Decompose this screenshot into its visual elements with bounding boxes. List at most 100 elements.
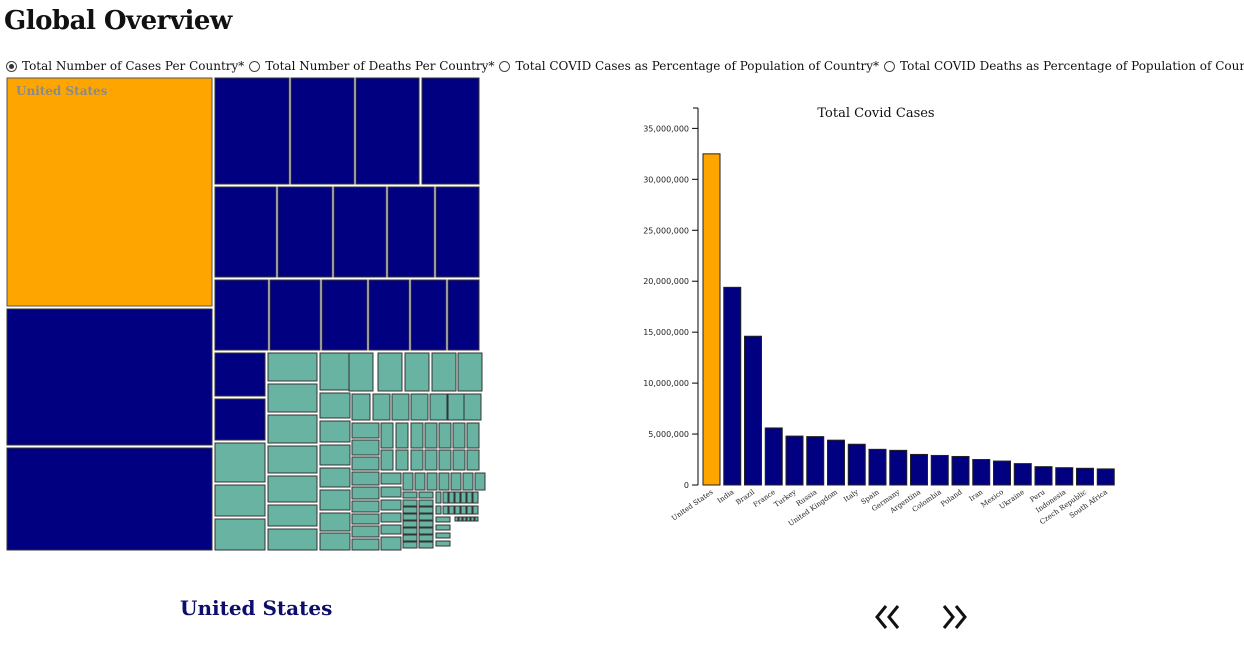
treemap-cell[interactable] bbox=[351, 456, 380, 471]
treemap-cell[interactable] bbox=[435, 186, 480, 278]
bar[interactable] bbox=[806, 436, 825, 486]
treemap-cell[interactable] bbox=[447, 279, 480, 351]
treemap-cell[interactable] bbox=[6, 308, 213, 446]
metric-option-1[interactable]: Total Number of Cases Per Country* bbox=[6, 59, 244, 73]
treemap-cell[interactable] bbox=[418, 527, 434, 535]
bar[interactable] bbox=[1076, 467, 1094, 486]
treemap-cell[interactable] bbox=[351, 439, 380, 456]
treemap-cell[interactable] bbox=[380, 499, 402, 511]
treemap-cell[interactable] bbox=[454, 516, 459, 522]
bar[interactable] bbox=[723, 286, 742, 486]
treemap-cell[interactable] bbox=[438, 449, 452, 471]
bar[interactable] bbox=[764, 427, 783, 486]
treemap-cell[interactable] bbox=[269, 279, 321, 351]
double-chevron-left-icon[interactable] bbox=[873, 600, 903, 634]
treemap-cell[interactable] bbox=[402, 534, 418, 542]
treemap-cell[interactable] bbox=[402, 527, 418, 535]
radio-button[interactable] bbox=[6, 60, 17, 72]
metric-option-2[interactable]: Total Number of Deaths Per Country* bbox=[249, 59, 494, 73]
treemap-cell[interactable] bbox=[460, 491, 467, 504]
double-chevron-right-icon[interactable] bbox=[939, 600, 969, 634]
treemap-cell[interactable] bbox=[435, 505, 442, 515]
metric-option-4[interactable]: Total COVID Deaths as Percentage of Popu… bbox=[884, 59, 1244, 73]
treemap-cell[interactable] bbox=[470, 516, 475, 522]
treemap-cell[interactable] bbox=[214, 518, 266, 551]
treemap-cell[interactable] bbox=[351, 513, 380, 525]
treemap-cell[interactable] bbox=[402, 506, 418, 514]
treemap-cell[interactable] bbox=[454, 505, 461, 515]
treemap-cell[interactable] bbox=[395, 449, 409, 471]
treemap-cell[interactable] bbox=[450, 472, 462, 491]
treemap-cell[interactable] bbox=[267, 352, 318, 382]
treemap-cell[interactable] bbox=[391, 393, 410, 421]
treemap-cell[interactable] bbox=[429, 393, 448, 421]
treemap-cell[interactable] bbox=[435, 491, 442, 504]
treemap-cell[interactable] bbox=[452, 422, 466, 449]
treemap-cell[interactable] bbox=[460, 505, 467, 515]
treemap-cell[interactable] bbox=[402, 491, 418, 499]
treemap-cell[interactable] bbox=[402, 513, 418, 521]
treemap-cell[interactable] bbox=[372, 393, 391, 421]
treemap-cell[interactable] bbox=[351, 422, 380, 439]
treemap-cell[interactable] bbox=[410, 279, 447, 351]
treemap-cell[interactable] bbox=[377, 352, 403, 392]
radio-button[interactable] bbox=[499, 60, 511, 72]
treemap-cell[interactable] bbox=[462, 472, 474, 491]
treemap-cell[interactable] bbox=[333, 186, 387, 278]
treemap-cell[interactable] bbox=[438, 422, 452, 449]
bar[interactable] bbox=[1034, 466, 1053, 486]
treemap-cell[interactable] bbox=[380, 512, 402, 523]
bar[interactable] bbox=[1096, 468, 1115, 486]
treemap-cell[interactable] bbox=[214, 279, 269, 351]
treemap-cell[interactable] bbox=[267, 504, 318, 527]
treemap-cell[interactable] bbox=[348, 352, 374, 392]
bar[interactable] bbox=[1013, 463, 1032, 486]
treemap-cell[interactable] bbox=[466, 516, 471, 522]
treemap-cell[interactable] bbox=[418, 499, 434, 507]
treemap-cell[interactable] bbox=[435, 516, 451, 523]
treemap-cell[interactable] bbox=[395, 422, 409, 449]
treemap-cell[interactable] bbox=[410, 449, 424, 471]
treemap-cell[interactable] bbox=[474, 472, 486, 491]
treemap-cell[interactable] bbox=[466, 449, 480, 471]
treemap-cell[interactable] bbox=[448, 505, 455, 515]
treemap-cell[interactable] bbox=[431, 352, 457, 392]
treemap-cell[interactable] bbox=[351, 538, 380, 551]
bar[interactable] bbox=[1055, 467, 1074, 486]
treemap-cell[interactable] bbox=[319, 444, 351, 466]
bar[interactable] bbox=[827, 439, 845, 486]
treemap-cell[interactable] bbox=[435, 524, 451, 531]
treemap-cell[interactable] bbox=[402, 472, 414, 491]
treemap-cell[interactable] bbox=[418, 534, 434, 542]
treemap-cell[interactable] bbox=[214, 352, 266, 397]
treemap-cell[interactable] bbox=[435, 532, 451, 539]
treemap-cell[interactable] bbox=[267, 383, 318, 413]
treemap-cell[interactable] bbox=[351, 393, 371, 421]
treemap-cell[interactable] bbox=[319, 392, 351, 419]
treemap-cell[interactable] bbox=[214, 484, 266, 517]
treemap-cell[interactable] bbox=[424, 422, 438, 449]
treemap-cell[interactable] bbox=[387, 186, 435, 278]
treemap-cell[interactable] bbox=[418, 520, 434, 528]
treemap-cell[interactable] bbox=[319, 467, 351, 488]
treemap-cell[interactable] bbox=[402, 541, 418, 549]
treemap-cell[interactable] bbox=[319, 489, 351, 511]
treemap-cell[interactable] bbox=[457, 352, 483, 392]
treemap-cell[interactable] bbox=[214, 442, 266, 483]
treemap-cell[interactable] bbox=[424, 449, 438, 471]
bar[interactable] bbox=[785, 435, 804, 486]
treemap-cell[interactable] bbox=[454, 491, 461, 504]
treemap-cell[interactable] bbox=[414, 472, 426, 491]
treemap-cell[interactable] bbox=[462, 516, 467, 522]
treemap-cell[interactable] bbox=[426, 472, 438, 491]
bar-highlight[interactable] bbox=[702, 153, 721, 486]
bar[interactable] bbox=[868, 448, 887, 486]
treemap-cell[interactable] bbox=[214, 77, 290, 185]
treemap-cell[interactable] bbox=[418, 513, 434, 521]
treemap-cell[interactable] bbox=[466, 491, 473, 504]
treemap-cell[interactable] bbox=[472, 491, 479, 504]
treemap-cell[interactable] bbox=[442, 491, 449, 504]
bar[interactable] bbox=[951, 455, 970, 486]
treemap-cell[interactable] bbox=[6, 447, 213, 551]
treemap-cell[interactable] bbox=[351, 500, 380, 513]
